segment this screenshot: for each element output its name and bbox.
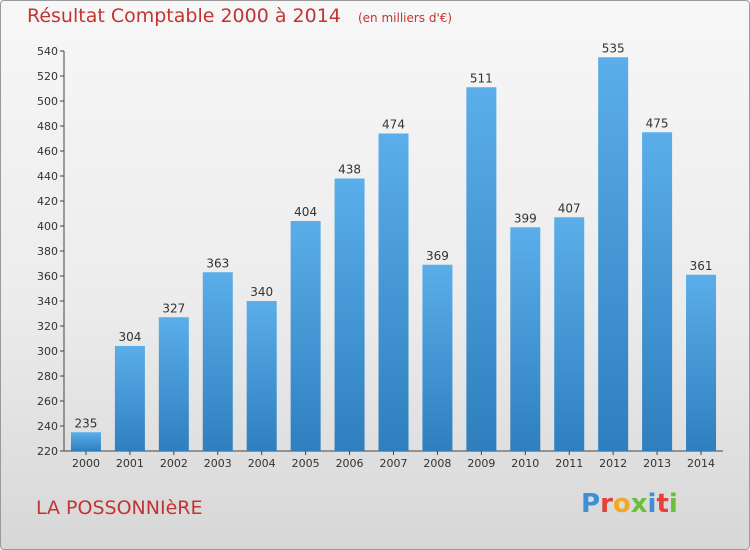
bar — [466, 87, 497, 451]
place-name: LA POSSONNIèRE — [36, 497, 203, 519]
x-tick-label: 2009 — [467, 457, 495, 470]
y-tick-label: 460 — [37, 145, 58, 158]
chart-subtitle: (en milliers d'€) — [357, 11, 453, 25]
y-tick-label: 380 — [37, 245, 58, 258]
x-tick-label: 2005 — [292, 457, 320, 470]
y-tick-label: 220 — [37, 445, 58, 458]
x-tick-label: 2007 — [380, 457, 408, 470]
chart-title: Résultat Comptable 2000 à 2014 — [27, 5, 341, 27]
bar — [554, 217, 585, 451]
y-tick-label: 280 — [37, 370, 58, 383]
x-tick-label: 2013 — [643, 457, 671, 470]
x-tick-label: 2012 — [599, 457, 627, 470]
x-tick-label: 2010 — [511, 457, 539, 470]
bar — [202, 272, 233, 451]
y-axis: 220 240 260 280 300 320 340 360 380 400 420 440 460 4… — [37, 45, 65, 458]
bar-value-label: 399 — [514, 211, 537, 225]
bar-value-label: 438 — [338, 163, 361, 177]
bar — [290, 221, 321, 451]
logo-letter: o — [612, 489, 631, 519]
x-tick-label: 2006 — [336, 457, 364, 470]
x-tick-label: 2001 — [116, 457, 144, 470]
bar-value-label: 369 — [426, 249, 449, 263]
bar-value-label: 474 — [382, 118, 405, 132]
bar — [70, 432, 101, 451]
bar — [114, 346, 145, 451]
x-tick-label: 2008 — [423, 457, 451, 470]
y-tick-label: 420 — [37, 195, 58, 208]
y-tick-label: 440 — [37, 170, 58, 183]
logo-letter: t — [656, 489, 669, 519]
chart-title-row: Résultat Comptable 2000 à 2014 (en milli… — [27, 5, 452, 27]
logo-letter: i — [647, 489, 657, 519]
bar-value-label: 304 — [118, 330, 141, 344]
bar — [510, 227, 541, 451]
y-tick-label: 480 — [37, 120, 58, 133]
x-tick-label: 2003 — [204, 457, 232, 470]
x-tick-label: 2011 — [555, 457, 583, 470]
logo-letter: r — [600, 489, 613, 519]
y-tick-label: 260 — [37, 395, 58, 408]
bar — [422, 264, 453, 451]
x-axis: 2000 2001 2002 2003 2004 2005 2006 2007 2008 2009… — [64, 450, 723, 470]
y-tick-label: 300 — [37, 345, 58, 358]
bar-value-label: 340 — [250, 285, 273, 299]
logo-letter: P — [581, 489, 601, 519]
bar-value-label: 327 — [162, 301, 185, 315]
y-tick-label: 340 — [37, 295, 58, 308]
bar — [686, 274, 717, 451]
y-tick-label: 240 — [37, 420, 58, 433]
logo-letter: x — [630, 489, 648, 519]
bar-value-label: 535 — [602, 41, 625, 55]
bar-value-label: 363 — [206, 256, 229, 270]
logo-letter: i — [668, 489, 678, 519]
proxiti-logo: Proxiti — [581, 489, 678, 519]
bar — [334, 178, 365, 451]
bar-value-label: 235 — [75, 416, 98, 430]
bar — [642, 132, 673, 451]
bar — [378, 133, 409, 451]
bar-value-label: 407 — [558, 201, 581, 215]
bars: 235 304 327 363 340 404 438 474 369 511 399 407 535 4… — [70, 41, 717, 451]
y-tick-label: 400 — [37, 220, 58, 233]
bar — [158, 317, 189, 451]
y-tick-label: 540 — [37, 45, 58, 58]
bar-value-label: 511 — [470, 71, 493, 85]
y-tick-label: 500 — [37, 95, 58, 108]
x-tick-label: 2000 — [72, 457, 100, 470]
x-tick-label: 2004 — [248, 457, 276, 470]
bar-value-label: 475 — [646, 116, 669, 130]
bar — [246, 301, 277, 451]
x-tick-label: 2014 — [687, 457, 715, 470]
bar-value-label: 361 — [690, 259, 713, 273]
y-tick-label: 520 — [37, 70, 58, 83]
bar-value-label: 404 — [294, 205, 317, 219]
y-tick-label: 320 — [37, 320, 58, 333]
x-tick-label: 2002 — [160, 457, 188, 470]
bar — [598, 57, 629, 451]
y-tick-label: 360 — [37, 270, 58, 283]
